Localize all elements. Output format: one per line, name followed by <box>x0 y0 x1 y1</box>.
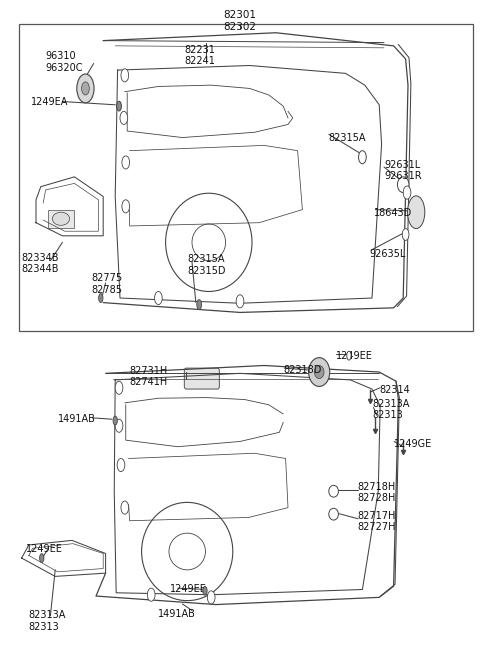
Text: 82313A
82313: 82313A 82313 <box>372 399 409 420</box>
Ellipse shape <box>397 177 409 193</box>
Ellipse shape <box>329 508 338 520</box>
Ellipse shape <box>147 588 155 601</box>
Ellipse shape <box>122 156 130 169</box>
Ellipse shape <box>82 82 89 95</box>
Ellipse shape <box>99 293 103 303</box>
Ellipse shape <box>207 591 215 604</box>
Text: 1491AB: 1491AB <box>58 414 96 424</box>
Ellipse shape <box>236 295 244 308</box>
Ellipse shape <box>115 381 123 394</box>
Text: 1249EE: 1249EE <box>336 350 373 361</box>
Ellipse shape <box>314 365 324 379</box>
Ellipse shape <box>115 419 123 432</box>
Text: 82318D: 82318D <box>283 365 322 375</box>
Bar <box>48 210 74 228</box>
Text: 96310
96320C: 96310 96320C <box>46 52 83 73</box>
Ellipse shape <box>117 458 125 472</box>
Bar <box>19 24 473 331</box>
Ellipse shape <box>408 196 425 229</box>
Text: 82315A
82315D: 82315A 82315D <box>187 255 226 276</box>
Text: 1491AB: 1491AB <box>158 609 196 620</box>
Text: 92631L
92631R: 92631L 92631R <box>384 160 421 181</box>
Ellipse shape <box>197 299 202 310</box>
Ellipse shape <box>120 111 128 124</box>
Ellipse shape <box>309 358 330 386</box>
Ellipse shape <box>121 69 129 82</box>
Text: 82314: 82314 <box>379 384 410 395</box>
Text: 82717H
82727H: 82717H 82727H <box>358 511 396 532</box>
Ellipse shape <box>117 101 121 111</box>
Ellipse shape <box>77 74 94 103</box>
Ellipse shape <box>347 351 351 360</box>
Ellipse shape <box>203 586 207 595</box>
Text: 92635L: 92635L <box>370 249 406 259</box>
Ellipse shape <box>39 553 44 563</box>
Ellipse shape <box>113 416 118 425</box>
Text: 1249EE: 1249EE <box>170 584 207 595</box>
Text: 1249EE: 1249EE <box>26 544 63 554</box>
Ellipse shape <box>52 212 70 225</box>
Text: 82718H
82728H: 82718H 82728H <box>358 482 396 503</box>
FancyBboxPatch shape <box>184 368 219 389</box>
Ellipse shape <box>329 485 338 497</box>
Text: 82731H
82741H: 82731H 82741H <box>130 366 168 387</box>
Text: 82313A
82313: 82313A 82313 <box>29 610 66 631</box>
Ellipse shape <box>122 200 130 213</box>
Text: 82301
82302: 82301 82302 <box>224 10 256 31</box>
Ellipse shape <box>403 186 411 199</box>
Text: 1249EA: 1249EA <box>31 96 69 107</box>
Text: 82315A: 82315A <box>329 132 366 143</box>
Ellipse shape <box>359 151 366 164</box>
Text: 1249GE: 1249GE <box>394 439 432 449</box>
Text: 82231
82241: 82231 82241 <box>185 45 216 66</box>
Text: 82775
82785: 82775 82785 <box>91 274 122 295</box>
Ellipse shape <box>155 291 162 305</box>
Text: 82334B
82344B: 82334B 82344B <box>22 253 59 274</box>
Ellipse shape <box>402 229 409 240</box>
Text: 18643D: 18643D <box>374 208 413 218</box>
Ellipse shape <box>121 501 129 514</box>
